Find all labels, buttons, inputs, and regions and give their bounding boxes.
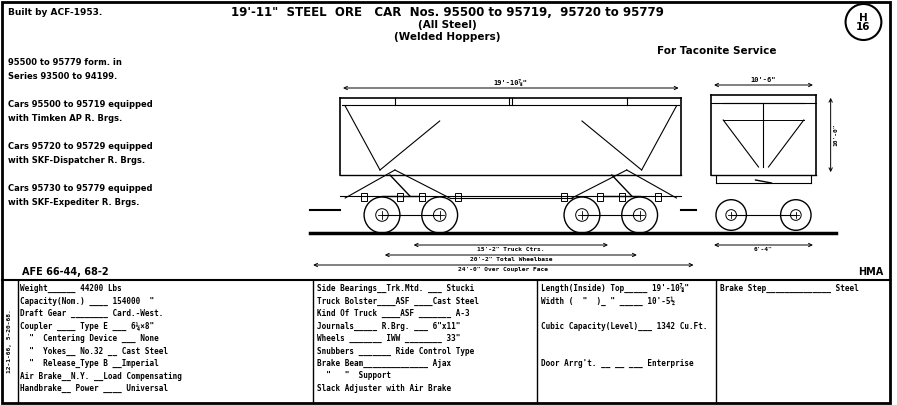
Bar [361, 193, 367, 201]
Bar [419, 193, 425, 201]
Text: with Timken AP R. Brgs.: with Timken AP R. Brgs. [8, 114, 122, 123]
Text: 95500 to 95779 form. in: 95500 to 95779 form. in [8, 58, 122, 67]
Text: H: H [859, 13, 868, 23]
Text: AFE 66-44, 68-2: AFE 66-44, 68-2 [22, 267, 109, 277]
Text: Truck Bolster____ASF ____Cast Steel: Truck Bolster____ASF ____Cast Steel [318, 296, 479, 306]
Text: 10'-6": 10'-6" [751, 77, 776, 83]
Text: Cubic Capacity(Level)___ 1342 Cu.Ft.: Cubic Capacity(Level)___ 1342 Cu.Ft. [541, 322, 708, 330]
Text: Handbrake__ Power ____ Universal: Handbrake__ Power ____ Universal [20, 384, 168, 393]
Text: 10'-0": 10'-0" [833, 124, 839, 146]
Text: HMA: HMA [858, 267, 884, 277]
Bar [619, 193, 624, 201]
Text: 19'-10⅞": 19'-10⅞" [494, 79, 527, 86]
Text: Snubbers _______ Ride Control Type: Snubbers _______ Ride Control Type [318, 347, 475, 356]
Text: Weight______ 44200 Lbs: Weight______ 44200 Lbs [20, 284, 122, 293]
Text: "  Yokes__ No.32 __ Cast Steel: " Yokes__ No.32 __ Cast Steel [20, 347, 168, 356]
Text: Capacity(Nom.) ____ 154000  ": Capacity(Nom.) ____ 154000 " [20, 296, 154, 306]
Text: For Taconite Service: For Taconite Service [657, 46, 776, 56]
Bar [655, 193, 660, 201]
Bar [455, 193, 460, 201]
Text: 16: 16 [857, 22, 871, 32]
Text: (All Steel): (All Steel) [418, 20, 477, 30]
Text: Length(Inside) Top_____ 19'-10⅞": Length(Inside) Top_____ 19'-10⅞" [541, 284, 689, 294]
Text: Cars 95720 to 95729 equipped: Cars 95720 to 95729 equipped [8, 142, 152, 151]
Text: Wheels _______ IWW ________ 33": Wheels _______ IWW ________ 33" [318, 334, 461, 343]
Text: Width (  "  )_ " _____ 10'-5½: Width ( " )_ " _____ 10'-5½ [541, 296, 675, 306]
Text: Kind Of Truck ____ASF _______ A-3: Kind Of Truck ____ASF _______ A-3 [318, 309, 470, 318]
Text: Draft Gear ________ Card.-West.: Draft Gear ________ Card.-West. [20, 309, 163, 318]
Text: 6'-4": 6'-4" [754, 247, 773, 252]
Text: "  Centering Device ___ None: " Centering Device ___ None [20, 334, 159, 343]
Text: 24'-0" Over Coupler Face: 24'-0" Over Coupler Face [458, 267, 548, 272]
Bar [597, 193, 603, 201]
Text: Brake Step______________ Steel: Brake Step______________ Steel [720, 284, 859, 293]
Text: Side Bearings__Trk.Mtd. ___ Stucki: Side Bearings__Trk.Mtd. ___ Stucki [318, 284, 475, 293]
Text: 12-1-66, 5-20-68.: 12-1-66, 5-20-68. [7, 309, 13, 373]
Text: "  Release_Type B __Imperial: " Release_Type B __Imperial [20, 359, 159, 368]
Text: Built by ACF-1953.: Built by ACF-1953. [8, 8, 102, 17]
Text: "   "  Support: " " Support [318, 371, 391, 381]
Text: Air Brake__N.Y. __Load Compensating: Air Brake__N.Y. __Load Compensating [20, 371, 182, 381]
Text: 20'-2" Total Wheelbase: 20'-2" Total Wheelbase [469, 257, 552, 262]
Text: 15'-2" Truck Ctrs.: 15'-2" Truck Ctrs. [477, 247, 544, 252]
Bar [561, 193, 567, 201]
Text: Cars 95500 to 95719 equipped: Cars 95500 to 95719 equipped [8, 100, 152, 109]
Text: Door Arrg't. __ __ ___ Enterprise: Door Arrg't. __ __ ___ Enterprise [541, 359, 693, 368]
Bar [396, 193, 403, 201]
Text: 19'-11"  STEEL  ORE   CAR  Nos. 95500 to 95719,  95720 to 95779: 19'-11" STEEL ORE CAR Nos. 95500 to 9571… [231, 6, 664, 19]
Text: Journals_____ R.Brg. ___ 6"x11": Journals_____ R.Brg. ___ 6"x11" [318, 322, 461, 330]
Text: Cars 95730 to 95779 equipped: Cars 95730 to 95779 equipped [8, 184, 152, 193]
Text: Slack Adjuster with Air Brake: Slack Adjuster with Air Brake [318, 384, 451, 393]
Text: (Welded Hoppers): (Welded Hoppers) [395, 32, 501, 42]
Text: Series 93500 to 94199.: Series 93500 to 94199. [8, 72, 118, 81]
Text: with SKF-Dispatcher R. Brgs.: with SKF-Dispatcher R. Brgs. [8, 156, 145, 165]
Text: Coupler ____ Type E ___ 6¼×8": Coupler ____ Type E ___ 6¼×8" [20, 322, 154, 330]
Text: Brake Beam______________ Ajax: Brake Beam______________ Ajax [318, 359, 451, 368]
Text: with SKF-Expediter R. Brgs.: with SKF-Expediter R. Brgs. [8, 198, 139, 207]
